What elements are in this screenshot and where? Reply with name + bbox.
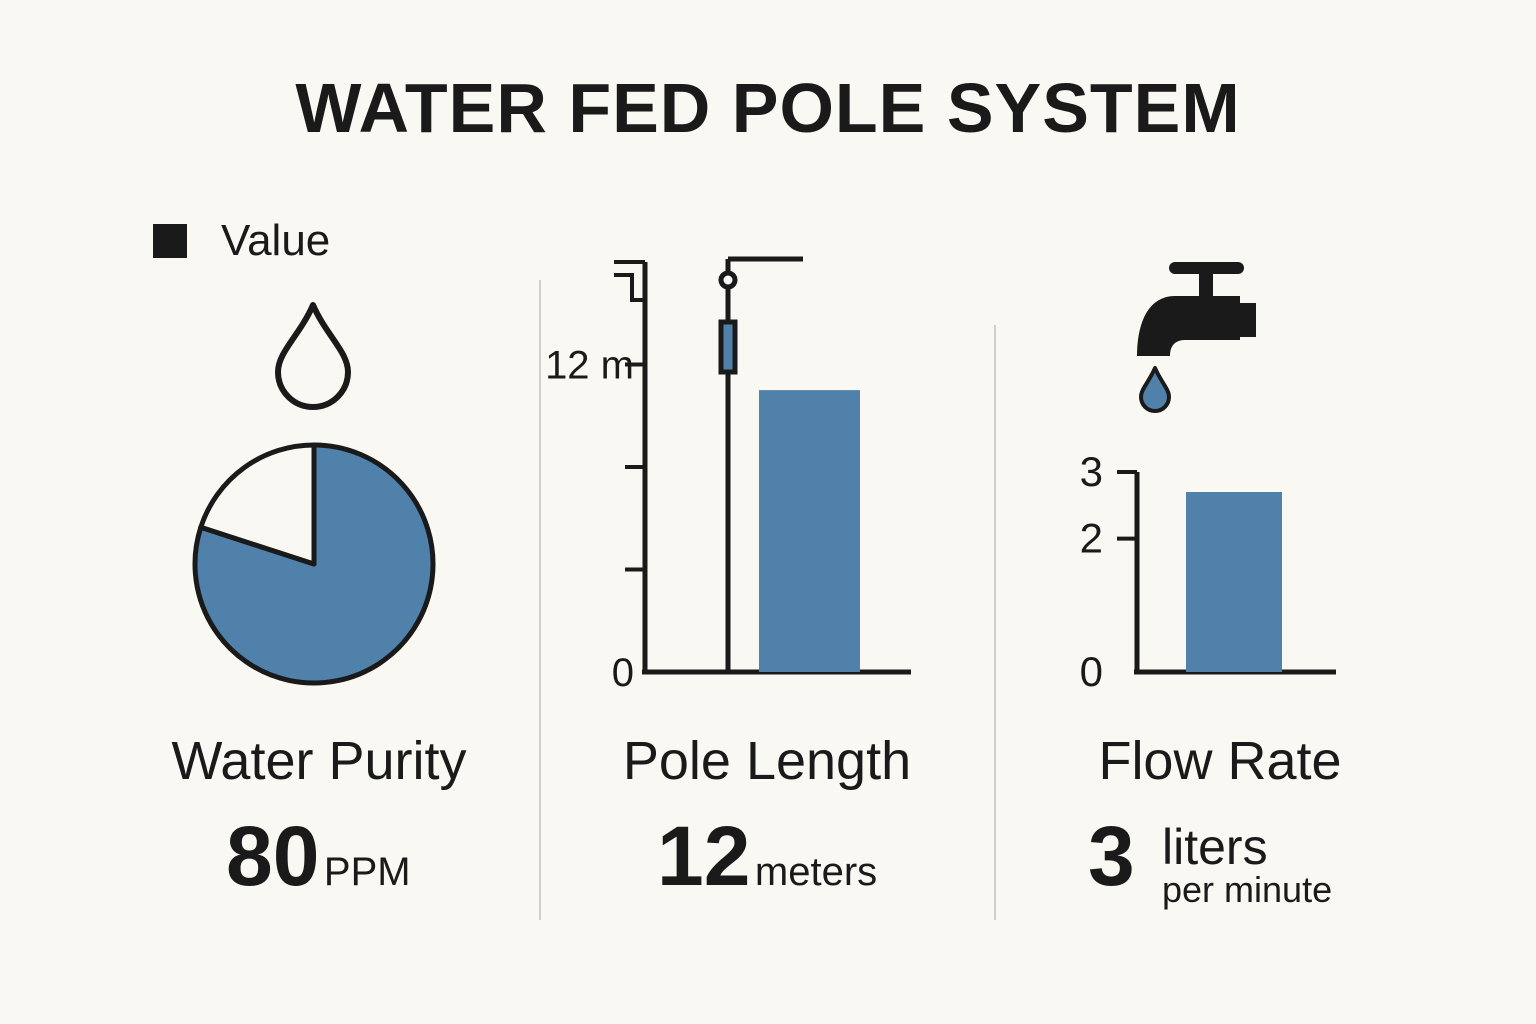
- pie-slice-value: [192, 442, 436, 686]
- flow-rate-unit-sub: per minute: [1162, 869, 1333, 910]
- legend-label: Value: [221, 216, 331, 265]
- pie-slice-remainder: [198, 442, 317, 567]
- flow-rate-value: 3: [1088, 809, 1135, 903]
- pole-length-stat: 12 meters: [657, 808, 877, 905]
- y-tick-label: 0: [612, 651, 634, 695]
- panel-divider: [539, 280, 541, 920]
- panel-divider: [994, 325, 996, 920]
- water-purity-unit: PPM: [323, 850, 411, 894]
- pole-length-unit: meters: [754, 850, 878, 894]
- page-title: WATER FED POLE SYSTEM: [295, 69, 1241, 147]
- y-tick-label: 12 m: [545, 344, 634, 388]
- y-tick-label: 3: [1080, 448, 1103, 495]
- pole-length-label: Pole Length: [622, 731, 912, 791]
- water-purity-label: Water Purity: [171, 731, 467, 791]
- pole-length-value: 12: [657, 809, 751, 903]
- water-purity-value: 80: [226, 809, 320, 903]
- flow-rate-unit-main: liters: [1162, 819, 1268, 875]
- axis-hook: [614, 273, 645, 302]
- bar: [759, 390, 860, 672]
- flow-rate-stat: 3 liters per minute: [1088, 808, 1388, 908]
- bar: [1186, 492, 1282, 672]
- flow-rate-unit: liters per minute: [1162, 822, 1332, 908]
- legend-swatch: [153, 224, 187, 258]
- flow-rate-label: Flow Rate: [1098, 731, 1342, 791]
- y-tick-label: 2: [1080, 515, 1103, 562]
- water-purity-stat: 80 PPM: [226, 808, 411, 905]
- y-tick-label: 0: [1080, 648, 1103, 695]
